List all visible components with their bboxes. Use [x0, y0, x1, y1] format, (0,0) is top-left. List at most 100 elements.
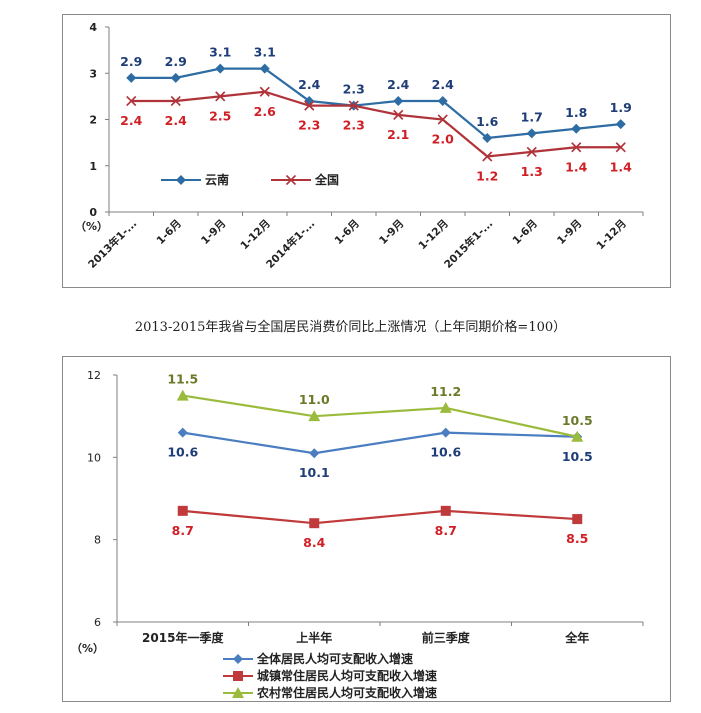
data-label: 10.5 [562, 449, 593, 464]
data-label: 1.2 [476, 169, 498, 184]
data-point [215, 91, 226, 102]
data-point [126, 72, 137, 83]
x-tick-label: 1-9月 [199, 218, 228, 247]
legend-label: 全体居民人均可支配收入增速 [256, 651, 413, 666]
data-point [437, 96, 448, 106]
y-tick-label: 10 [87, 451, 101, 464]
data-point [440, 505, 451, 516]
data-point [482, 151, 493, 162]
x-tick-label: 1-9月 [555, 218, 584, 247]
data-label: 1.6 [476, 114, 498, 129]
y-unit-label: （%） [71, 642, 104, 655]
data-label: 11.0 [299, 392, 330, 407]
data-point [309, 448, 320, 459]
data-label: 8.7 [172, 523, 194, 538]
data-point [126, 95, 137, 107]
legend-label: 城镇常住居民人均可支配收入增速 [257, 668, 437, 683]
series-line-national [131, 90, 621, 158]
data-label: 2.6 [254, 104, 276, 119]
legend-marker [176, 175, 186, 185]
data-label: 10.5 [562, 413, 593, 428]
data-label: 8.7 [435, 523, 457, 538]
data-label: 2.3 [343, 118, 365, 133]
x-tick-label: 前三季度 [422, 630, 471, 645]
data-label: 2.4 [387, 77, 409, 92]
x-tick-label: 1-12月 [238, 218, 272, 252]
data-label: 10.6 [167, 445, 198, 460]
data-point [615, 119, 626, 130]
data-point [526, 146, 537, 157]
chart-caption: 2013-2015年我省与全国居民消费价同比上涨情况（上年同期价格=100） [134, 320, 567, 335]
data-label: 2.4 [165, 113, 187, 128]
data-label: 1.8 [565, 105, 587, 120]
x-tick-label: 1-12月 [416, 218, 450, 252]
y-tick-label: 3 [89, 67, 97, 80]
income-chart-panel: 6 8 10 12 （%） 2015年一季度 上半年 前三季度 全年 10.6 10.1 10.6 10… [62, 356, 671, 702]
data-point [170, 95, 181, 107]
income-line-chart: 6 8 10 12 （%） 2015年一季度 上半年 前三季度 全年 10.6 10.1 10.6 10… [71, 369, 644, 700]
x-tick-label: 1-6月 [511, 218, 540, 247]
x-tick-label: 上半年 [296, 630, 332, 645]
data-point [348, 100, 359, 111]
data-label: 2.1 [387, 127, 409, 142]
x-tick-label: 1-6月 [333, 218, 362, 247]
data-point [482, 133, 493, 143]
data-point [170, 72, 181, 83]
x-tick-label: 2015年一季度 [142, 630, 224, 645]
data-label: 2.0 [432, 132, 454, 147]
data-point [308, 410, 321, 422]
data-point [309, 518, 320, 529]
data-label: 1.9 [610, 100, 632, 115]
data-label: 2.3 [298, 118, 320, 133]
legend-label: 云南 [205, 172, 229, 187]
y-tick-label: 1 [89, 160, 97, 173]
data-point [571, 430, 584, 442]
x-tick-label: 全年 [564, 630, 589, 645]
data-label: 3.1 [209, 45, 231, 60]
series-line-rural [182, 394, 578, 438]
data-point [259, 63, 270, 74]
data-label: 8.4 [303, 535, 325, 550]
data-point [615, 142, 626, 153]
x-tick-label: 1-12月 [594, 218, 628, 252]
data-label: 1.3 [521, 164, 543, 179]
y-tick-label: 4 [89, 21, 97, 34]
data-point [571, 142, 582, 153]
data-point [439, 401, 452, 413]
data-label: 10.6 [430, 445, 461, 460]
data-point [440, 427, 451, 438]
series-line-urban [182, 509, 578, 525]
y-tick-label: 8 [94, 534, 101, 547]
data-label: 2.9 [120, 54, 142, 69]
legend-label: 农村常住居民人均可支配收入增速 [256, 685, 437, 700]
data-point [572, 514, 583, 525]
cpi-chart-panel: 0 1 2 3 4 （%） 2013年1-... 1-6月 1-9月 1-12月 2014年1-..… [62, 14, 671, 288]
data-label: 2.3 [343, 82, 365, 97]
data-label: 1.4 [565, 159, 587, 174]
data-point [176, 389, 189, 401]
data-label: 8.5 [566, 531, 588, 546]
legend-marker [233, 671, 243, 681]
data-label: 11.5 [167, 372, 198, 387]
x-tick-label: 1-6月 [155, 218, 184, 247]
data-point [571, 123, 582, 134]
data-point [259, 86, 270, 97]
series-line-all-residents [182, 431, 578, 455]
data-label: 1.7 [521, 109, 543, 124]
data-label: 2.9 [165, 54, 187, 69]
data-point [526, 128, 537, 139]
y-tick-label: 6 [94, 616, 101, 629]
y-unit-label: （%） [75, 220, 108, 233]
data-label: 3.1 [254, 45, 276, 60]
data-label: 11.2 [430, 384, 461, 399]
data-label: 2.5 [209, 108, 231, 123]
series-line-yunnan [131, 67, 621, 140]
legend-marker [285, 174, 297, 186]
data-point [177, 427, 188, 438]
legend-marker [233, 654, 243, 664]
legend-marker [232, 687, 244, 698]
legend-label: 全国 [314, 172, 339, 187]
y-tick-label: 2 [89, 114, 97, 127]
data-point [177, 505, 188, 516]
